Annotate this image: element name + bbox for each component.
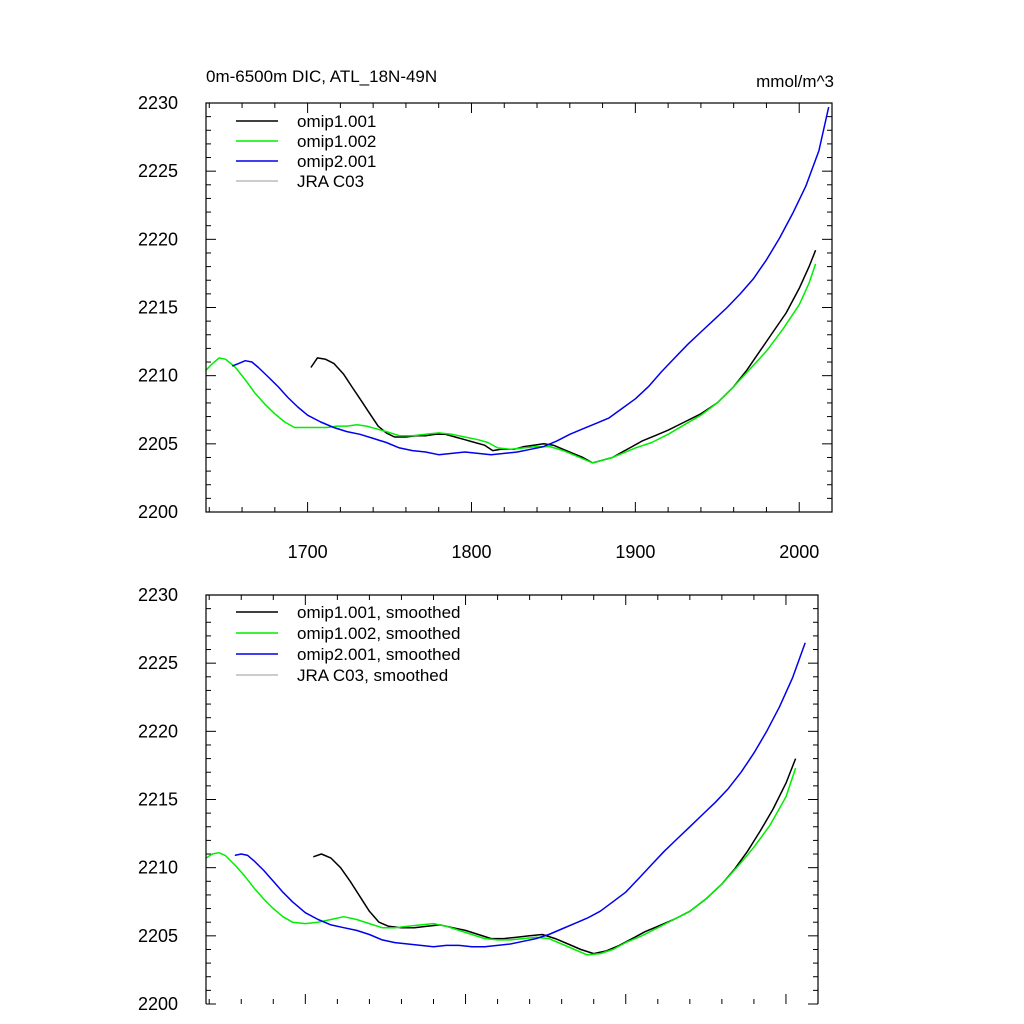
- legend-label: omip2.001, smoothed: [297, 645, 461, 664]
- y-tick-label: 2215: [138, 790, 178, 810]
- y-tick-label: 2230: [138, 93, 178, 113]
- plot-frame: [205, 594, 819, 1004]
- y-tick-label: 2200: [138, 502, 178, 522]
- series-line-2: [205, 263, 817, 464]
- legend-label: omip1.002: [297, 132, 376, 151]
- y-tick-label: 2210: [138, 858, 178, 878]
- y-tick-label: 2230: [138, 585, 178, 605]
- legend-label: JRA C03: [297, 172, 364, 191]
- series-line-3: [234, 642, 806, 948]
- y-tick-label: 2215: [138, 298, 178, 318]
- y-tick-label: 2225: [138, 653, 178, 673]
- series-lines: [205, 106, 830, 464]
- x-tick-label: 2000: [779, 542, 819, 562]
- axis-ticks: [206, 594, 819, 1005]
- bottom-panel: 2200 2205 2210 2215 2220 2225 2230 omip1.001, …: [138, 585, 819, 1014]
- chart-title: 0m-6500m DIC, ATL_18N-49N: [206, 67, 437, 86]
- series-line-2: [205, 767, 797, 956]
- axis-tick-labels: 2200 2205 2210 2215 2220 2225 2230: [138, 585, 178, 1014]
- y-tick-label: 2205: [138, 434, 178, 454]
- axis-tick-labels: 2200 2205 2210 2215 2220 2225 2230 1700 1800 1900…: [138, 93, 819, 562]
- series-line-1: [313, 758, 797, 955]
- legend-label: omip1.002, smoothed: [297, 624, 461, 643]
- series-line-3: [231, 106, 830, 456]
- chart-units: mmol/m^3: [756, 72, 834, 91]
- legend: omip1.001, smoothed omip1.002, smoothed om…: [236, 603, 461, 685]
- x-tick-label: 1800: [451, 542, 491, 562]
- y-tick-label: 2225: [138, 161, 178, 181]
- y-tick-label: 2200: [138, 994, 178, 1014]
- x-tick-label: 1900: [615, 542, 655, 562]
- legend-label: JRA C03, smoothed: [297, 666, 448, 685]
- y-tick-label: 2205: [138, 926, 178, 946]
- legend-label: omip1.001: [297, 112, 376, 131]
- y-tick-label: 2220: [138, 229, 178, 249]
- legend-label: omip1.001, smoothed: [297, 603, 461, 622]
- y-tick-label: 2210: [138, 366, 178, 386]
- plot-frame: [205, 102, 833, 513]
- legend-label: omip2.001: [297, 152, 376, 171]
- series-lines: [205, 642, 806, 956]
- top-panel: 0m-6500m DIC, ATL_18N-49N mmol/m^3 22002…: [138, 67, 834, 562]
- y-tick-label: 2220: [138, 721, 178, 741]
- x-tick-label: 1700: [288, 542, 328, 562]
